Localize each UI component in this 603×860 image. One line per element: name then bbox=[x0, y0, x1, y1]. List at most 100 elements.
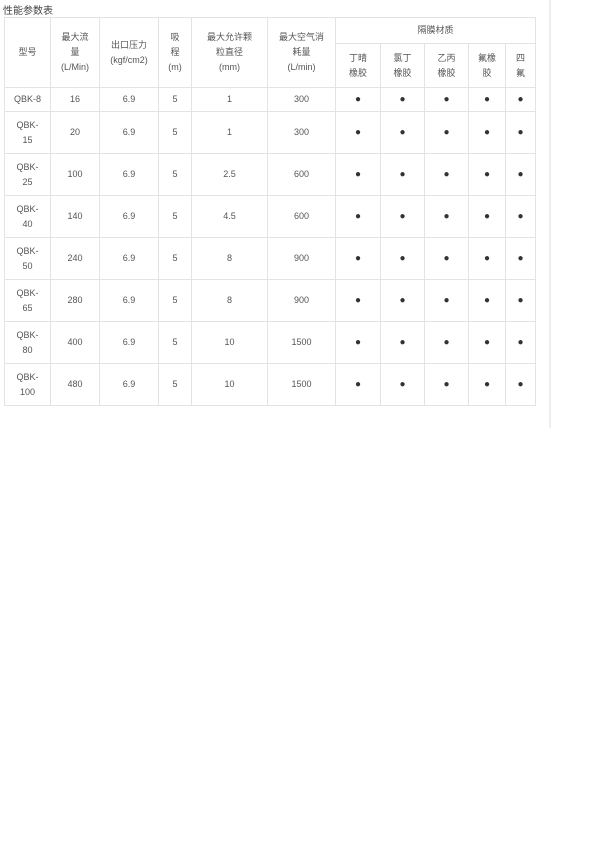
table-row: QBK- 65 280 6.9 5 8 900 ● ● ● ● ● bbox=[4, 279, 536, 322]
header-text: QBK- bbox=[16, 329, 39, 340]
header-text: 65 bbox=[22, 302, 33, 313]
header-text: QBK- bbox=[16, 287, 39, 298]
cell-air: 300 bbox=[267, 87, 336, 112]
cell-model: QBK- 15 bbox=[4, 111, 51, 154]
cell-material-marker: ● bbox=[335, 87, 381, 112]
cell-particle: 8 bbox=[191, 237, 268, 280]
cell-material-marker: ● bbox=[424, 153, 469, 196]
cell-air: 1500 bbox=[267, 363, 336, 406]
cell-material-marker: ● bbox=[505, 153, 536, 196]
header-text: 氟橡 bbox=[477, 52, 496, 63]
table-row: QBK- 50 240 6.9 5 8 900 ● ● ● ● ● bbox=[4, 237, 536, 280]
cell-flow: 100 bbox=[50, 153, 100, 196]
header-material-type: 氟橡胶 bbox=[468, 43, 506, 88]
table-row: QBK- 100 480 6.9 5 10 1500 ● ● ● ● ● bbox=[4, 363, 536, 406]
cell-material-marker: ● bbox=[380, 237, 425, 280]
cell-material-marker: ● bbox=[380, 87, 425, 112]
cell-material-marker: ● bbox=[424, 195, 469, 238]
header-text: 氟 bbox=[515, 67, 525, 78]
cell-material-marker: ● bbox=[468, 111, 506, 154]
cell-pressure: 6.9 bbox=[99, 111, 159, 154]
cell-material-marker: ● bbox=[335, 153, 381, 196]
header-particle: 最大允许颗 粒直径 (mm) bbox=[191, 17, 268, 88]
header-material-type: 氯丁 橡胶 bbox=[380, 43, 425, 88]
cell-material-marker: ● bbox=[335, 195, 381, 238]
table-row: QBK- 40 140 6.9 5 4.5 600 ● ● ● ● ● bbox=[4, 195, 536, 238]
cell-particle: 1 bbox=[191, 111, 268, 154]
cell-material-marker: ● bbox=[380, 321, 425, 364]
cell-material-marker: ● bbox=[505, 363, 536, 406]
header-text: 乙丙 bbox=[437, 52, 456, 63]
cell-model: QBK- 80 bbox=[4, 321, 51, 364]
cell-pressure: 6.9 bbox=[99, 87, 159, 112]
cell-material-marker: ● bbox=[505, 195, 536, 238]
cell-material-marker: ● bbox=[380, 153, 425, 196]
header-text: QBK- bbox=[16, 161, 39, 172]
header-text: 橡胶 bbox=[348, 67, 367, 78]
cell-material-marker: ● bbox=[468, 195, 506, 238]
cell-flow: 400 bbox=[50, 321, 100, 364]
cell-suction: 5 bbox=[158, 279, 192, 322]
header-text: (kgf/cm2) bbox=[110, 54, 148, 65]
cell-material-marker: ● bbox=[424, 279, 469, 322]
cell-pressure: 6.9 bbox=[99, 321, 159, 364]
cell-air: 900 bbox=[267, 279, 336, 322]
header-text: 橡胶 bbox=[437, 67, 456, 78]
header-pressure: 出口压力 (kgf/cm2) bbox=[99, 17, 159, 88]
header-text: 氯丁 bbox=[393, 52, 412, 63]
cell-model: QBK- 25 bbox=[4, 153, 51, 196]
divider bbox=[549, 0, 551, 428]
table-row: QBK- 15 20 6.9 5 1 300 ● ● ● ● ● bbox=[4, 111, 536, 154]
header-text: 100 bbox=[19, 386, 36, 397]
header-text: 量 bbox=[70, 47, 80, 57]
cell-flow: 480 bbox=[50, 363, 100, 406]
cell-flow: 140 bbox=[50, 195, 100, 238]
cell-air: 600 bbox=[267, 195, 336, 238]
cell-particle: 1 bbox=[191, 87, 268, 112]
cell-material-marker: ● bbox=[380, 195, 425, 238]
header-model: 型号 bbox=[4, 17, 51, 88]
cell-material-marker: ● bbox=[468, 363, 506, 406]
cell-material-marker: ● bbox=[468, 321, 506, 364]
cell-material-marker: ● bbox=[505, 111, 536, 154]
cell-material-marker: ● bbox=[505, 321, 536, 364]
header-text: 耗量 bbox=[292, 47, 311, 57]
table-row: QBK- 80 400 6.9 5 10 1500 ● ● ● ● ● bbox=[4, 321, 536, 364]
table-row: QBK- 25 100 6.9 5 2.5 600 ● ● ● ● ● bbox=[4, 153, 536, 196]
header-text: 出口压力 bbox=[110, 39, 147, 50]
header-material-type: 乙丙 橡胶 bbox=[424, 43, 469, 88]
cell-material-marker: ● bbox=[505, 279, 536, 322]
header-text: QBK-8 bbox=[13, 94, 41, 104]
header-text: (L/min) bbox=[287, 62, 316, 72]
header-text: QBK- bbox=[16, 119, 39, 130]
cell-material-marker: ● bbox=[335, 237, 381, 280]
header-text: 25 bbox=[22, 176, 33, 187]
cell-model: QBK- 50 bbox=[4, 237, 51, 280]
header-text: QBK- bbox=[16, 371, 39, 382]
cell-pressure: 6.9 bbox=[99, 279, 159, 322]
header-text: (L/Min) bbox=[60, 62, 89, 72]
cell-pressure: 6.9 bbox=[99, 237, 159, 280]
cell-flow: 280 bbox=[50, 279, 100, 322]
table-row: QBK-8 16 6.9 5 1 300 ● ● ● ● ● bbox=[4, 87, 536, 112]
header-text: 四 bbox=[515, 52, 525, 63]
cell-material-marker: ● bbox=[424, 363, 469, 406]
cell-suction: 5 bbox=[158, 87, 192, 112]
header-air: 最大空气消耗量 (L/min) bbox=[267, 17, 336, 88]
cell-air: 300 bbox=[267, 111, 336, 154]
header-text: 吸 bbox=[170, 32, 180, 42]
cell-model: QBK- 65 bbox=[4, 279, 51, 322]
header-suction: 吸程 (m) bbox=[158, 17, 192, 88]
cell-flow: 240 bbox=[50, 237, 100, 280]
header-text: 最大空气消 bbox=[278, 32, 324, 42]
table-title: 性能参数表 bbox=[3, 6, 53, 17]
cell-material-marker: ● bbox=[505, 237, 536, 280]
cell-particle: 8 bbox=[191, 279, 268, 322]
cell-material-marker: ● bbox=[424, 321, 469, 364]
cell-air: 600 bbox=[267, 153, 336, 196]
cell-particle: 10 bbox=[191, 363, 268, 406]
cell-particle: 4.5 bbox=[191, 195, 268, 238]
cell-material-marker: ● bbox=[468, 87, 506, 112]
header-text: (m) bbox=[168, 62, 182, 72]
cell-material-marker: ● bbox=[380, 111, 425, 154]
